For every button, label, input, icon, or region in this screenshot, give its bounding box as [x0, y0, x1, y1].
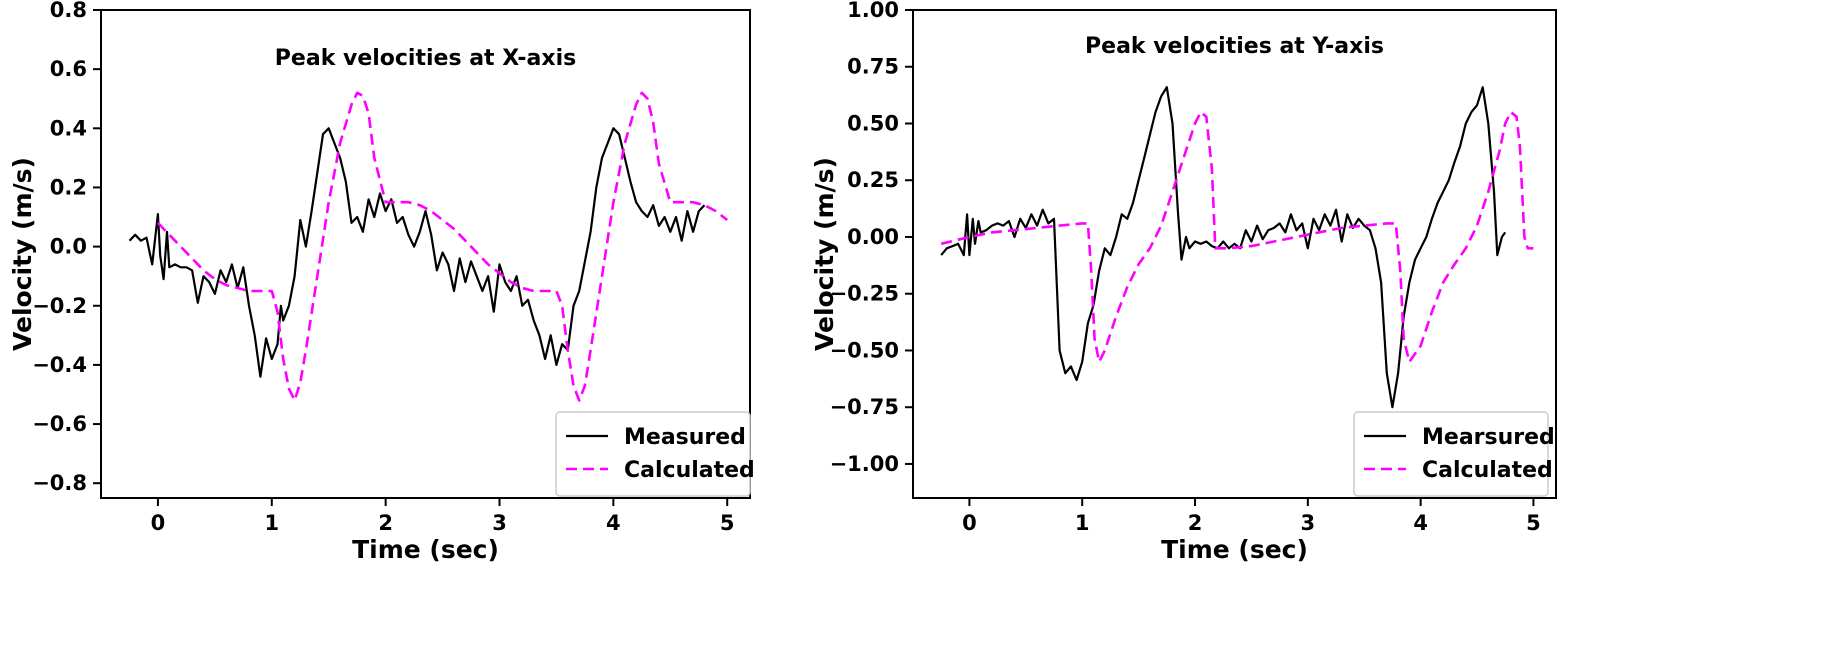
chart-1-ytick-label: 0.8	[50, 0, 87, 22]
chart-2-ytick-label: −1.00	[830, 452, 899, 476]
chart-2-axes-frame	[912, 9, 1557, 499]
chart-1-xtick-label: 0	[151, 511, 166, 535]
chart-1-ytick-label: −0.8	[32, 471, 87, 495]
chart-2-xtick-label: 2	[1188, 511, 1203, 535]
chart-1-xtick-label: 3	[492, 511, 507, 535]
chart-2-legend-label-calculated: Calculated	[1422, 458, 1553, 483]
chart-1: 0 1 2 3 4 5 −0.8 −0.6 −0.4 −0.2 0.0 0.2 0.4 0.6 0.8 Pea…	[8, 0, 755, 564]
chart-2-ytick-label: 0.75	[847, 55, 899, 79]
chart-1-legend-label-measured: Measured	[624, 425, 746, 450]
chart-1-xtick-label: 1	[264, 511, 279, 535]
chart-2-ytick-label: 0.00	[847, 225, 899, 249]
chart-1-ytick-label: −0.2	[32, 294, 87, 318]
chart-2-xtick-label: 4	[1413, 511, 1428, 535]
chart-1-axes-frame	[100, 9, 751, 499]
chart-1-legend-box	[555, 411, 751, 497]
chart-1-series-measured-line	[128, 127, 706, 378]
chart-2-ytick-label: 0.25	[847, 168, 899, 192]
chart-2-series-mearsured-line	[940, 86, 1507, 409]
chart-2-xtick-label: 0	[962, 511, 977, 535]
chart-2-legend: Mearsured Calculated	[1353, 411, 1555, 497]
chart-1-series-calculated-line	[156, 91, 728, 402]
chart-1-xtick-label: 4	[606, 511, 621, 535]
chart-1-ytick-label: −0.4	[32, 353, 87, 377]
chart-1-ytick-label: −0.6	[32, 412, 87, 436]
chart-1-ytick-label: 0.0	[50, 235, 87, 259]
chart-2-ytick-label: −0.75	[830, 395, 899, 419]
chart-1-xtick-label: 5	[720, 511, 735, 535]
chart-1-ytick-label: 0.2	[50, 175, 87, 199]
chart-2-xtick-label: 3	[1301, 511, 1316, 535]
chart-1-ytick-label: 0.6	[50, 57, 87, 81]
chart-2: 0 1 2 3 4 5 −1.00 −0.75 −0.50 −0.25 0.00 0.25 0.50 0.…	[810, 0, 1557, 564]
chart-1-legend: Measured Calculated	[555, 411, 755, 497]
chart-1-xlabel: Time (sec)	[352, 535, 499, 564]
chart-1-ylabel: Velocity (m/s)	[8, 157, 37, 351]
chart-2-title: Peak velocities at Y-axis	[1085, 34, 1384, 59]
chart-2-ytick-label: −0.50	[830, 338, 899, 362]
chart-2-xtick-label: 1	[1075, 511, 1090, 535]
chart-2-legend-label-mearsured: Mearsured	[1422, 425, 1555, 450]
chart-2-ytick-label: −0.25	[830, 282, 899, 306]
chart-2-xtick-label: 5	[1526, 511, 1541, 535]
chart-2-legend-box	[1353, 411, 1549, 497]
chart-2-ylabel: Velocity (m/s)	[810, 157, 839, 351]
chart-1-xtick-label: 2	[378, 511, 393, 535]
chart-2-ytick-label: 1.00	[847, 0, 899, 22]
chart-2-xlabel: Time (sec)	[1161, 535, 1308, 564]
chart-1-ytick-label: 0.4	[50, 116, 87, 140]
chart-2-ytick-label: 0.50	[847, 111, 899, 135]
chart-1-legend-label-calculated: Calculated	[624, 458, 755, 483]
chart-1-title: Peak velocities at X-axis	[275, 46, 576, 71]
chart-2-series-calculated-line	[940, 110, 1534, 364]
